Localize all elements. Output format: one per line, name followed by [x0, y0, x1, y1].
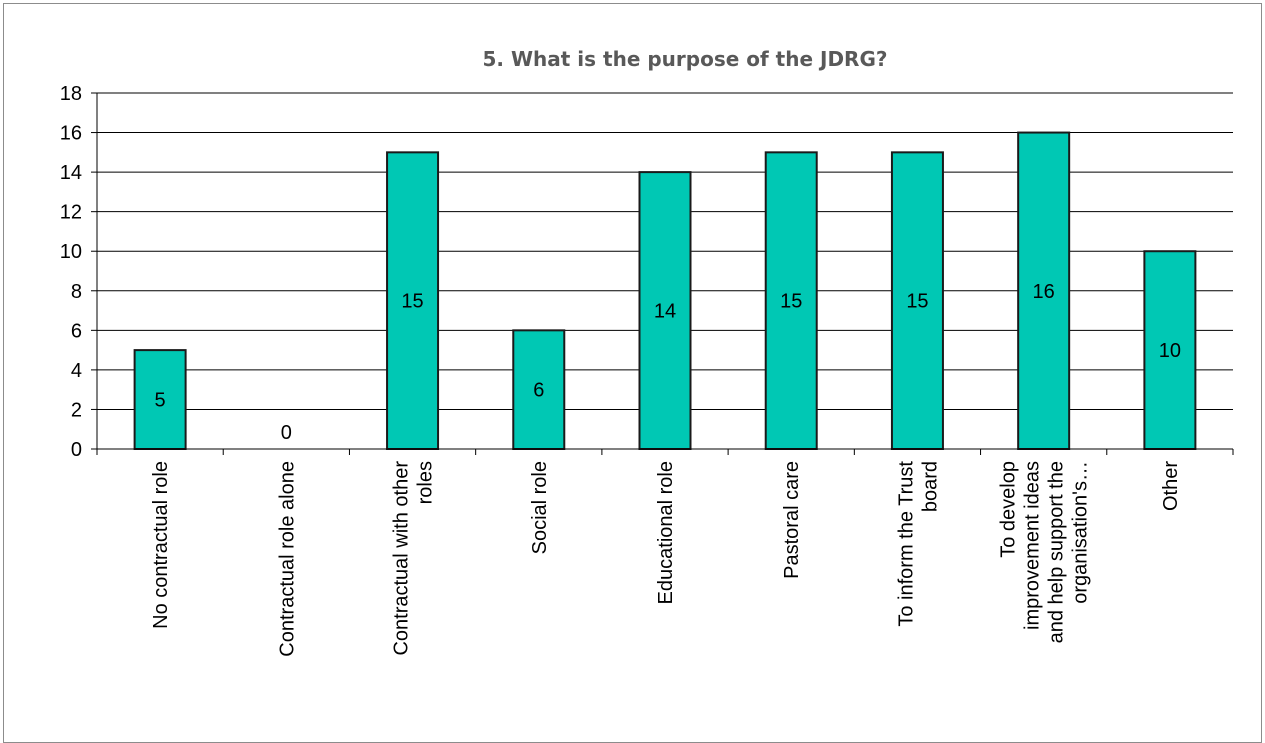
y-tick-label: 12: [60, 202, 82, 224]
bar: [1017, 131, 1071, 451]
y-tick-labels: 0 2 4 6 8 10 12 14 16 18: [60, 83, 82, 461]
data-label: 0: [281, 422, 292, 444]
data-label: 15: [780, 291, 802, 313]
data-label: 15: [401, 291, 423, 313]
x-category-label: No contractual role: [150, 461, 172, 629]
axes: [91, 92, 1234, 455]
data-labels: 5 0 15 6 14 15 15 16 10: [155, 281, 1181, 444]
x-category-label-line: No contractual role: [150, 461, 172, 629]
x-category-label: Pastoral care: [781, 461, 803, 579]
x-category-label-line: improvement ideas: [1022, 461, 1044, 630]
y-tick-label: 8: [71, 281, 82, 303]
y-tick-label: 0: [71, 439, 82, 461]
x-category-label-line: roles: [415, 461, 437, 504]
y-tick-label: 2: [71, 399, 82, 421]
y-tick-label: 18: [60, 83, 82, 105]
y-tick-label: 4: [71, 360, 82, 382]
data-label: 16: [1033, 281, 1055, 303]
x-category-label-line: organisation's…: [1070, 461, 1092, 604]
x-category-labels: No contractual role Contractual role alon…: [150, 461, 1182, 657]
x-category-label: To inform the Trust board: [895, 461, 941, 627]
data-label: 14: [654, 301, 676, 323]
x-category-label-line: To inform the Trust: [895, 461, 917, 627]
bar: [133, 349, 187, 450]
x-category-label-line: Contractual role alone: [276, 461, 298, 657]
data-label: 15: [906, 291, 928, 313]
x-category-label: To develop improvement ideas and help supp…: [998, 461, 1092, 643]
bars: [133, 131, 1197, 451]
chart-title: 5. What is the purpose of the JDRG?: [482, 47, 888, 71]
x-category-label: Other: [1160, 461, 1182, 511]
y-tick-label: 16: [60, 123, 82, 145]
bar: [1143, 250, 1197, 450]
y-tick-label: 6: [71, 320, 82, 342]
x-category-label-line: Educational role: [655, 461, 677, 604]
y-tick-label: 14: [60, 162, 82, 184]
data-label: 6: [533, 380, 544, 402]
x-category-label-line: To develop: [998, 461, 1020, 558]
x-category-label-line: Pastoral care: [781, 461, 803, 579]
x-category-label: Educational role: [655, 461, 677, 604]
bar: [512, 329, 566, 451]
y-tick-label: 10: [60, 241, 82, 263]
x-category-label-line: Other: [1160, 461, 1182, 511]
data-label: 5: [155, 390, 166, 412]
bar-chart: 0 2 4 6 8 10 12 14 16 18 5 0 15 6 14 15 15 16 10 No contr…: [60, 83, 1234, 657]
x-category-label-line: and help support the: [1046, 461, 1068, 643]
data-label: 10: [1159, 340, 1181, 362]
x-category-label-line: Social role: [529, 461, 551, 554]
x-category-label: Contractual role alone: [276, 461, 298, 657]
x-category-label: Social role: [529, 461, 551, 554]
bar: [890, 151, 944, 450]
x-category-label-line: board: [919, 461, 941, 512]
x-category-label: Contractual with other roles: [391, 461, 437, 656]
x-category-label-line: Contractual with other: [391, 461, 413, 656]
